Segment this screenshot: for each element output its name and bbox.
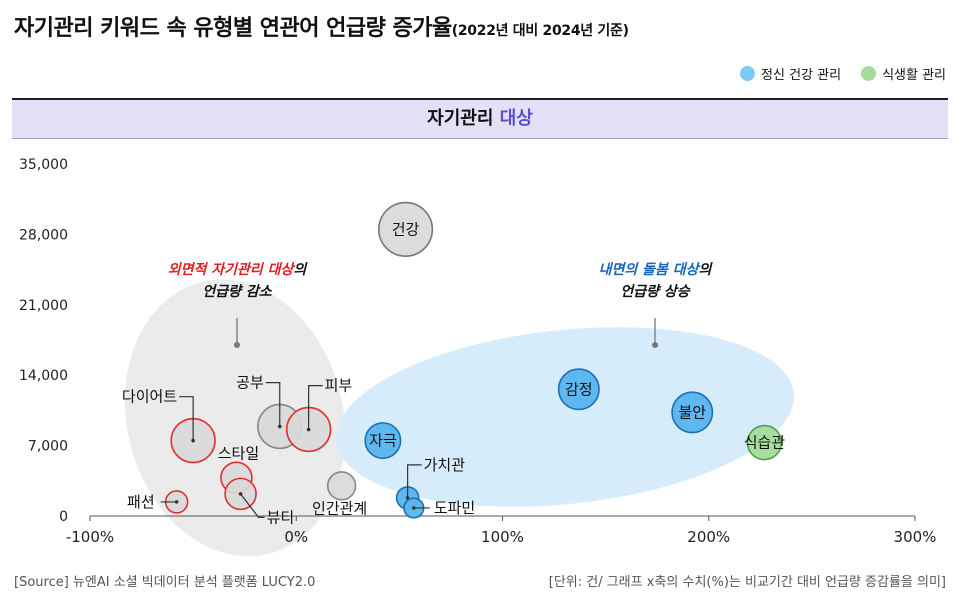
chart-title: 자기관리 키워드 속 유형별 연관어 언급량 증가율 xyxy=(14,16,452,41)
unit-note: [단위: 건/ 그래프 x축의 수치(%)는 비교기간 대비 언급량 증감률을 … xyxy=(548,575,946,590)
annotation-highlight: 내면의 돌봄 대상 xyxy=(599,262,701,278)
bubble-뷰티: 뷰티 xyxy=(224,477,295,526)
bubble-callout-line xyxy=(179,396,194,441)
bubble-point xyxy=(377,201,434,257)
annotation-line1: 내면의 돌봄 대상의 xyxy=(599,262,714,278)
x-tick-label: 300% xyxy=(894,528,937,546)
bubble-center-dot xyxy=(238,492,243,496)
bubble-label: 가치관 xyxy=(424,456,466,474)
bubble-center-dot xyxy=(174,500,179,504)
y-tick-label: 28,000 xyxy=(19,227,68,243)
bubble-불안: 불안 xyxy=(671,391,714,434)
bubble-point xyxy=(746,424,783,461)
bubble-chart: 0 7,000 14,000 21,000 28,000 35,000 -100% 0% 100… xyxy=(19,157,937,557)
y-tick-label: 35,000 xyxy=(19,157,68,173)
bubble-label: 다이어트 xyxy=(122,388,177,406)
legend-item-diet: 식생활 관리 xyxy=(861,64,946,83)
x-tick-label: 0% xyxy=(284,528,308,546)
bubble-label: 인간관계 xyxy=(312,500,367,518)
bubble-피부: 피부 xyxy=(285,377,353,453)
bubble-center-dot xyxy=(191,438,195,443)
bubble-label: 패션 xyxy=(127,493,155,511)
bubble-label: 식습관 xyxy=(744,434,786,452)
bubble-callout-line xyxy=(265,381,281,427)
x-tick-label: 100% xyxy=(481,528,524,546)
bubble-감정: 감정 xyxy=(557,368,600,411)
chart-subtitle: (2022년 대비 2024년 기준) xyxy=(451,23,629,39)
bubble-label: 건강 xyxy=(392,220,420,238)
section-band: 자기관리 대상 xyxy=(12,98,948,139)
bubble-callout-line xyxy=(308,385,323,430)
band-label-highlight: 대상 xyxy=(499,108,533,129)
bubble-도파민: 도파민 xyxy=(403,497,475,519)
page-title: 자기관리 키워드 속 유형별 연관어 언급량 증가율(2022년 대비 2024… xyxy=(14,10,629,42)
x-tick-label: 200% xyxy=(687,528,730,546)
bubble-label: 피부 xyxy=(325,377,353,395)
annotation-rest: 의 xyxy=(293,262,308,278)
annotation-line2: 언급량 상승 xyxy=(620,284,690,300)
y-tick-label: 7,000 xyxy=(28,439,68,455)
bubble-center-dot xyxy=(412,506,416,510)
bubble-point xyxy=(364,422,402,460)
annotation-rest: 의 xyxy=(699,262,714,278)
band-label-prefix: 자기관리 xyxy=(427,108,500,129)
annotation-line1: 외면적 자기관리 대상의 xyxy=(168,262,309,278)
bubble-label: 자극 xyxy=(369,432,397,450)
bubble-패션: 패션 xyxy=(127,490,189,514)
bubble-다이어트: 다이어트 xyxy=(122,388,216,464)
bubble-point xyxy=(326,471,357,501)
legend: 정신 건강 관리 식생활 관리 xyxy=(740,64,946,83)
bubble-label: 스타일 xyxy=(218,444,259,462)
bubble-center-dot xyxy=(277,424,282,429)
bubble-callout-line xyxy=(407,464,422,498)
source-note: [Source] 뉴엔AI 소셜 빅데이터 분석 플랫폼 LUCY2.0 xyxy=(14,575,316,590)
y-tick-label: 14,000 xyxy=(19,368,68,384)
legend-item-mental-health: 정신 건강 관리 xyxy=(740,64,841,83)
bubble-자극: 자극 xyxy=(364,422,402,460)
bubble-label: 감정 xyxy=(565,380,593,398)
bubble-label: 뷰티 xyxy=(267,508,295,526)
bubble-인간관계: 인간관계 xyxy=(312,471,367,518)
bubble-label: 공부 xyxy=(236,374,264,392)
y-tick-label: 21,000 xyxy=(19,298,68,314)
y-tick-label: 0 xyxy=(59,509,68,525)
legend-label: 정신 건강 관리 xyxy=(761,68,842,83)
bubble-point xyxy=(557,368,600,411)
annotation-leader-dot xyxy=(234,342,240,348)
bubble-label: 불안 xyxy=(678,403,706,421)
group-region-outer xyxy=(124,279,346,557)
bubble-가치관: 가치관 xyxy=(395,456,466,510)
legend-marker-icon xyxy=(861,66,877,81)
group-region-inner xyxy=(336,327,794,507)
bubble-건강: 건강 xyxy=(377,201,434,257)
bubble-point xyxy=(671,391,714,434)
annotation-line2: 언급량 감소 xyxy=(202,284,272,300)
legend-marker-icon xyxy=(740,66,756,81)
legend-label: 식생활 관리 xyxy=(882,68,946,83)
bubble-callout-line xyxy=(240,493,265,518)
bubble-label: 도파민 xyxy=(434,499,475,517)
x-tick-label: -100% xyxy=(66,528,114,546)
bubble-center-dot xyxy=(306,427,311,432)
bubble-식습관: 식습관 xyxy=(744,424,786,461)
annotation-highlight: 외면적 자기관리 대상 xyxy=(168,262,296,278)
annotation-leader-dot xyxy=(652,342,658,348)
